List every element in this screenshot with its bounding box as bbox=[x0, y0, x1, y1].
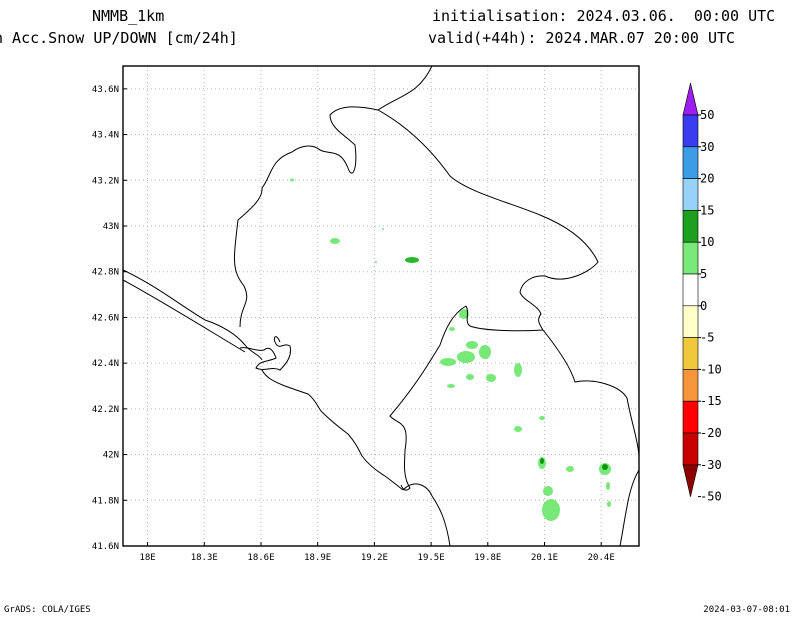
coast-croatia-outer bbox=[123, 279, 246, 353]
border-kosovo-macedonia bbox=[542, 329, 639, 457]
snow-patch bbox=[466, 374, 474, 380]
colorbar-label: 10 bbox=[700, 235, 714, 249]
lat-tick-label: 42.8N bbox=[92, 268, 119, 278]
lat-tick-label: 43.2N bbox=[92, 176, 119, 186]
lon-tick-label: 19.8E bbox=[474, 553, 501, 563]
lat-tick-label: 41.6N bbox=[92, 542, 119, 552]
colorbar-bottom-arrow bbox=[682, 464, 699, 497]
snow-patch bbox=[382, 228, 384, 230]
lat-tick-label: 42.6N bbox=[92, 313, 119, 323]
colorbar-label: 50 bbox=[700, 108, 714, 122]
plot-frame bbox=[122, 65, 640, 547]
snow-patch bbox=[539, 416, 545, 420]
lon-tick-label: 18.9E bbox=[304, 553, 331, 563]
border-montenegro-serbia bbox=[377, 109, 599, 331]
snow-patch bbox=[543, 486, 553, 496]
snow-patch bbox=[514, 426, 522, 432]
colorbar-top-arrow bbox=[682, 82, 699, 116]
lat-tick-label: 43.6N bbox=[92, 85, 119, 95]
lon-tick-label: 20.4E bbox=[588, 553, 615, 563]
snow-patch bbox=[290, 178, 294, 182]
snow-patch bbox=[330, 238, 340, 244]
snow-patch bbox=[457, 351, 475, 363]
gridlines bbox=[123, 66, 639, 546]
snow-patch bbox=[514, 363, 522, 377]
lon-tick-label: 18.3E bbox=[191, 553, 218, 563]
snow-patch bbox=[566, 466, 574, 472]
lon-tick-label: 18.6E bbox=[247, 553, 274, 563]
lat-tick-label: 43.4N bbox=[92, 131, 119, 141]
lat-tick-label: 42.2N bbox=[92, 405, 119, 415]
timestamp-text: 2024-03-07-08:01 bbox=[703, 605, 790, 615]
colorbar-segment bbox=[682, 369, 699, 402]
lon-tick-label: 20.1E bbox=[531, 553, 558, 563]
credit-text: GrADS: COLA/IGES bbox=[4, 605, 91, 615]
colorbar-label: -30 bbox=[700, 458, 722, 472]
init-time: initialisation: 2024.03.06. 00:00 UTC bbox=[432, 7, 776, 25]
colorbar-label: 15 bbox=[700, 203, 714, 217]
snow-patch bbox=[405, 257, 419, 263]
lon-tick-label: 18E bbox=[139, 553, 155, 563]
border-west-north bbox=[233, 66, 433, 328]
coast-albania bbox=[402, 483, 451, 546]
colorbar-label: -50 bbox=[700, 490, 722, 504]
colorbar-label: 0 bbox=[700, 299, 707, 313]
lat-tick-label: 43N bbox=[103, 222, 119, 232]
colorbar-label: -20 bbox=[700, 426, 722, 440]
border-albania-macedonia bbox=[619, 469, 639, 546]
lon-tick-label: 19.2E bbox=[361, 553, 388, 563]
colorbar-label: -15 bbox=[700, 394, 722, 408]
colorbar-label: -10 bbox=[700, 362, 722, 376]
borders bbox=[123, 66, 639, 546]
lon-tick-label: 19.5E bbox=[418, 553, 445, 563]
colorbar-label: 5 bbox=[700, 267, 707, 281]
colorbar-segment bbox=[682, 114, 699, 148]
colorbar-segment bbox=[682, 432, 699, 466]
snow-patch bbox=[440, 358, 456, 366]
coast-montenegro bbox=[321, 411, 404, 491]
colorbar-segment bbox=[682, 400, 699, 434]
snow-patch bbox=[606, 482, 610, 490]
snow-patch bbox=[602, 464, 608, 470]
field-title: n Acc.Snow UP/DOWN [cm/24h] bbox=[0, 29, 238, 47]
lat-tick-label: 41.8N bbox=[92, 496, 119, 506]
snow-patch bbox=[607, 501, 611, 507]
colorbar-segment bbox=[682, 146, 699, 179]
colorbar-segment bbox=[682, 210, 699, 243]
snow-patch bbox=[486, 374, 496, 382]
colorbar-segment bbox=[682, 178, 699, 211]
model-title: NMMB_1km bbox=[92, 7, 165, 25]
snow-patch bbox=[449, 327, 455, 331]
snow-patch bbox=[375, 261, 377, 263]
snow-patch bbox=[447, 384, 455, 388]
lat-tick-label: 42.4N bbox=[92, 359, 119, 369]
valid-time: valid(+44h): 2024.MAR.07 20:00 UTC bbox=[428, 29, 736, 47]
coast-kotor bbox=[239, 336, 323, 413]
colorbar-label: -5 bbox=[700, 331, 714, 345]
snow-patch bbox=[466, 341, 478, 349]
snow-areas bbox=[290, 178, 611, 521]
colorbar-segment bbox=[682, 241, 699, 275]
colorbar-segment bbox=[682, 273, 699, 307]
snow-patch bbox=[459, 309, 469, 319]
colorbar-label: 20 bbox=[700, 172, 714, 186]
snow-patch bbox=[542, 499, 560, 521]
colorbar-label: 30 bbox=[700, 140, 714, 154]
snow-patch bbox=[540, 458, 544, 464]
lat-tick-label: 42N bbox=[103, 451, 119, 461]
colorbar-segment bbox=[682, 305, 699, 338]
axis-ticks: 18E 18.3E 18.6E 18.9E 19.2E 19.5E 19.8E 20.1E 20… bbox=[92, 85, 615, 563]
colorbar-segment bbox=[682, 337, 699, 370]
coast-croatia bbox=[123, 269, 263, 361]
snow-patch bbox=[479, 345, 491, 359]
border-albania-north bbox=[389, 305, 544, 491]
